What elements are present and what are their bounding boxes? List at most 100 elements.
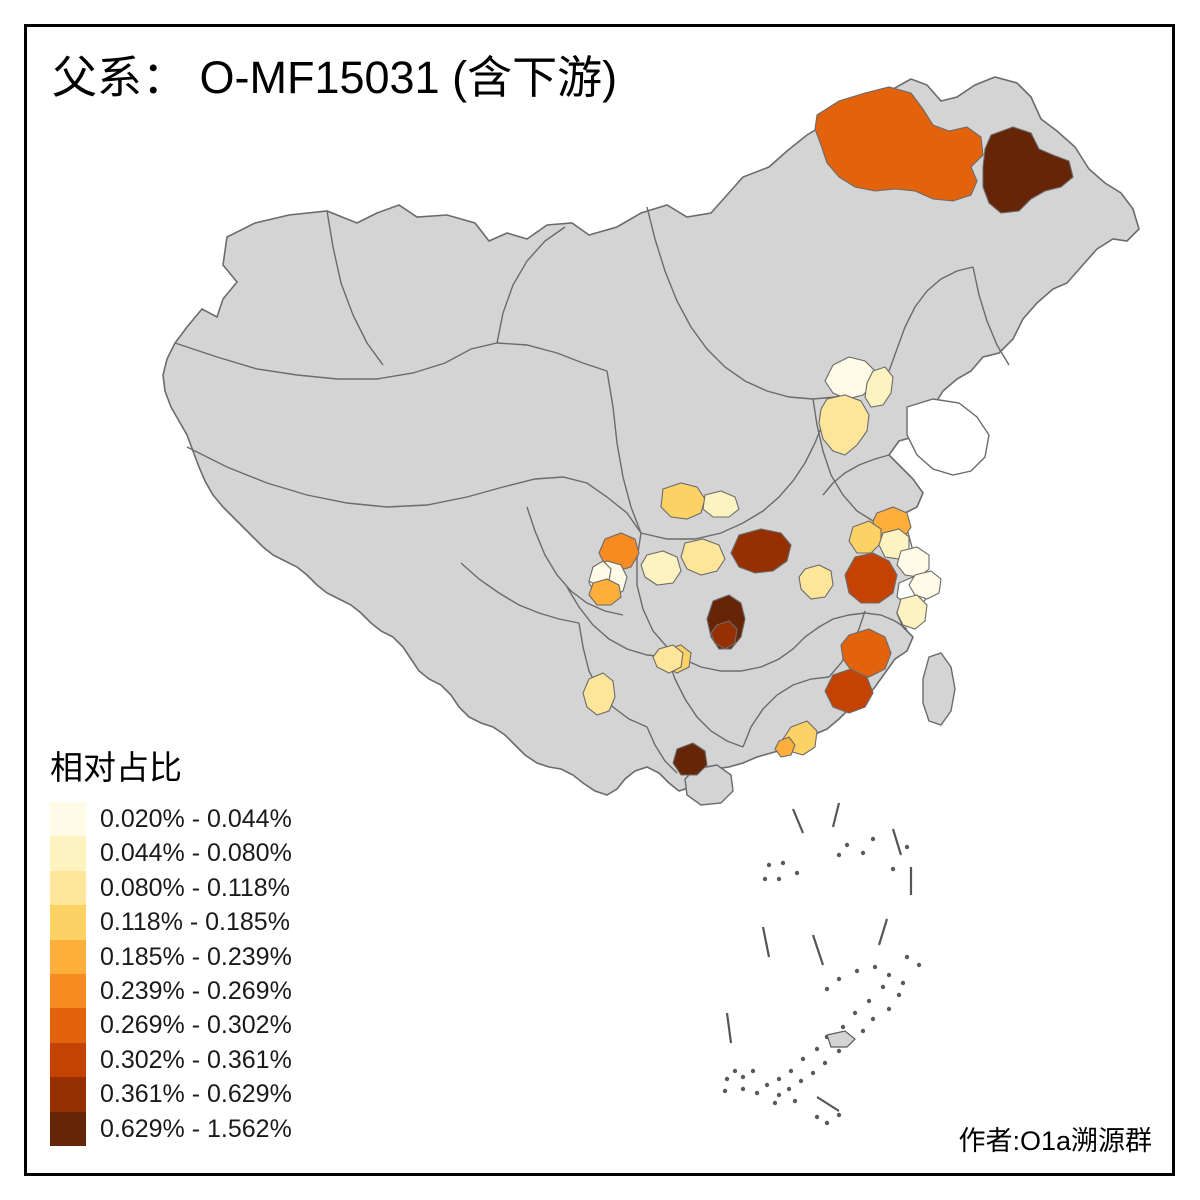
- nine-dash-segment: [877, 918, 889, 946]
- region-sichuan-northeast-prefecture[interactable]: [640, 550, 682, 586]
- region-hubei-prefecture[interactable]: [798, 564, 834, 600]
- island-dot: [824, 1120, 830, 1126]
- legend-swatch: [50, 1042, 86, 1078]
- legend-swatch: [50, 1008, 86, 1043]
- island-dot: [854, 968, 860, 974]
- island-dot: [860, 850, 866, 856]
- island-dot: [766, 862, 772, 868]
- region-henan-prefecture[interactable]: [730, 528, 792, 574]
- island-dot: [792, 1098, 798, 1104]
- choropleth-map[interactable]: [27, 27, 1172, 1173]
- island-dot: [814, 1114, 820, 1120]
- island-dot: [772, 1100, 778, 1106]
- island-patch: [826, 1030, 856, 1048]
- island-dot: [798, 1078, 804, 1084]
- legend-row: 0.302% - 0.361%: [50, 1042, 350, 1078]
- region-heilongjiang-west-prefecture[interactable]: [814, 86, 984, 202]
- province-border: [888, 266, 974, 372]
- island-dot: [836, 1048, 842, 1054]
- region-hebei-beijing-prefecture[interactable]: [864, 366, 894, 408]
- island-dot: [886, 972, 892, 978]
- region-shaanxi-south-prefecture[interactable]: [680, 538, 726, 576]
- region-hunan-south-prefecture[interactable]: [710, 620, 738, 650]
- island-dot: [776, 1076, 782, 1082]
- legend-label: 0.361% - 0.629%: [100, 1080, 292, 1109]
- region-jiangxi-prefecture[interactable]: [840, 628, 892, 678]
- map-svg[interactable]: [27, 27, 1172, 1173]
- island-dot: [870, 1016, 876, 1022]
- island-dot: [916, 962, 922, 968]
- region-yunnan-southwest-prefecture[interactable]: [672, 742, 708, 776]
- nine-dash-segment: [831, 802, 841, 828]
- legend-swatch: [50, 905, 86, 940]
- island-dot: [860, 1028, 866, 1034]
- province-border: [186, 446, 642, 534]
- island-dot: [786, 1086, 792, 1092]
- province-border: [174, 342, 608, 380]
- island-dot: [740, 1086, 746, 1092]
- nine-dash-segment: [725, 1012, 733, 1044]
- nine-dash-segment: [761, 926, 771, 958]
- legend-label: 0.185% - 0.239%: [100, 942, 292, 971]
- legend-row: 0.629% - 1.562%: [50, 1111, 350, 1146]
- legend-label: 0.080% - 0.118%: [100, 873, 290, 902]
- region-zhejiang-prefecture[interactable]: [896, 594, 928, 630]
- province-border: [742, 676, 830, 748]
- legend-label: 0.302% - 0.361%: [100, 1045, 292, 1074]
- region-anhui-prefecture[interactable]: [844, 552, 898, 604]
- island-dot: [732, 1068, 738, 1074]
- legend-label: 0.269% - 0.302%: [100, 1011, 292, 1040]
- island-dot: [724, 1076, 730, 1082]
- legend-swatch: [50, 939, 86, 974]
- region-shandong-north-prefecture[interactable]: [848, 520, 882, 554]
- province-border: [972, 266, 1010, 366]
- island-dot: [866, 998, 872, 1004]
- legend-row: 0.185% - 0.239%: [50, 939, 350, 974]
- island-dot: [800, 1056, 806, 1062]
- region-shaanxi-prefecture[interactable]: [660, 482, 706, 520]
- province-border: [804, 612, 908, 638]
- island-dot: [794, 870, 800, 876]
- region-yunnan-prefecture[interactable]: [582, 672, 616, 716]
- legend-row: 0.118% - 0.185%: [50, 905, 350, 940]
- island-dot: [896, 992, 902, 998]
- region-jiangsu-coast-prefecture[interactable]: [908, 570, 942, 600]
- legend-label: 0.118% - 0.185%: [100, 908, 290, 937]
- region-sichuan-south-prefecture[interactable]: [588, 578, 622, 606]
- region-hebei-central-prefecture[interactable]: [818, 394, 870, 456]
- legend: 相对占比 0.020% - 0.044% 0.044% - 0.080% 0.080…: [50, 748, 350, 1146]
- island-dot: [900, 980, 906, 986]
- island-dot: [880, 984, 886, 990]
- legend-swatch: [50, 1077, 86, 1112]
- province-border: [636, 532, 806, 672]
- island-dot: [844, 842, 850, 848]
- region-heilongjiang-east-prefecture[interactable]: [982, 126, 1074, 214]
- map-region-layer[interactable]: [582, 86, 1074, 776]
- region-fujian-prefecture[interactable]: [824, 668, 874, 714]
- island-dot: [810, 1070, 816, 1076]
- island-dot: [840, 1024, 846, 1030]
- island-dot: [904, 954, 910, 960]
- legend-swatch: [50, 973, 86, 1009]
- island-dot: [822, 1060, 828, 1066]
- province-border: [326, 210, 384, 366]
- legend-label: 0.020% - 0.044%: [100, 805, 292, 833]
- legend-row: 0.239% - 0.269%: [50, 973, 350, 1009]
- legend-rows: 0.020% - 0.044% 0.044% - 0.080% 0.080% - 0…: [50, 802, 350, 1146]
- province-border: [460, 562, 580, 624]
- province-border: [646, 726, 678, 774]
- region-guangxi-prefecture[interactable]: [652, 644, 684, 674]
- nine-dash-segment: [891, 828, 903, 856]
- province-border: [822, 454, 890, 496]
- island-dot: [788, 1068, 794, 1074]
- legend-row: 0.269% - 0.302%: [50, 1008, 350, 1043]
- island-dot: [754, 1090, 760, 1096]
- author-credit: 作者:O1a溯源群: [958, 1126, 1152, 1156]
- province-border: [496, 226, 566, 344]
- island-dot: [750, 1068, 756, 1074]
- legend-swatch: [50, 836, 86, 871]
- legend-label: 0.239% - 0.269%: [100, 976, 292, 1005]
- region-guangdong-west-prefecture[interactable]: [774, 736, 796, 758]
- region-shaanxi-east-prefecture[interactable]: [702, 490, 740, 518]
